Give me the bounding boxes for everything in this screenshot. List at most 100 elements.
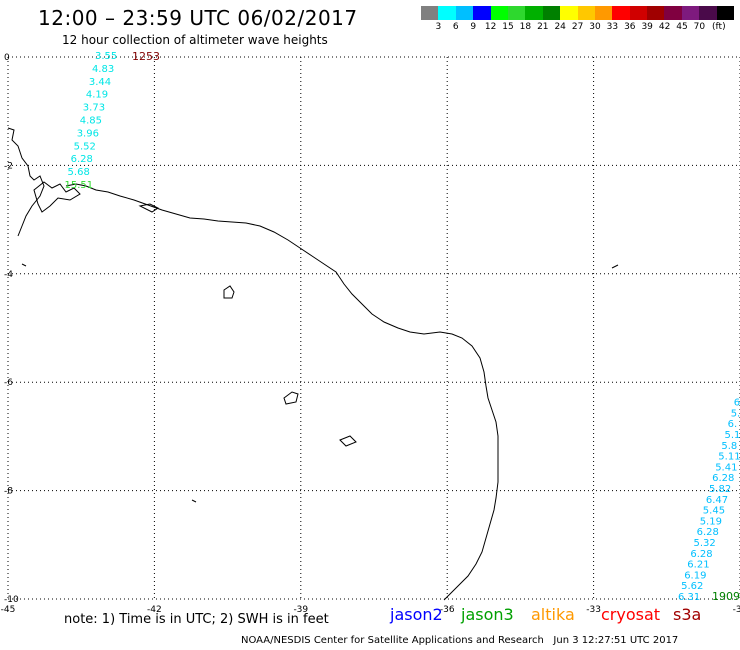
coast-segment [33, 181, 81, 213]
wave-height-value: 5.52 [74, 141, 96, 152]
lat-tick-label: -4 [4, 270, 13, 280]
lon-tick-label: -33 [586, 605, 601, 615]
legend-label: 42 [658, 22, 671, 32]
legend-label: 27 [571, 22, 584, 32]
legend-label: 15 [502, 22, 514, 32]
legend-label: 24 [554, 22, 566, 32]
legend-swatch [647, 6, 665, 20]
island-shape [339, 435, 357, 447]
wave-height-value: 5.62 [681, 581, 703, 592]
legend-swatch [455, 6, 474, 20]
wave-height-value: 6. [728, 419, 738, 430]
wave-height-value: 3.44 [89, 77, 111, 88]
legend-label: 6 [452, 22, 459, 32]
wave-height-value: 5. [731, 408, 740, 419]
axis-tick-labels: -45 -42 -39 -36 -33 -30 0 -2 -4 -6 -8 -10 [1, 53, 740, 615]
lon-tick-label: -45 [1, 605, 16, 615]
legend-label: 30 [589, 22, 601, 32]
legend-swatch [490, 6, 508, 20]
island-shape [21, 263, 27, 267]
legend-swatch [577, 6, 595, 20]
legend-label: 33 [606, 22, 619, 32]
wave-height-value: 5.68 [68, 167, 90, 178]
legend-swatch [664, 6, 682, 20]
wave-height-value: 4.85 [80, 116, 102, 127]
wave-height-value: 6.19 [684, 570, 706, 581]
footer-credit: NOAA/NESDIS Center for Satellite Applica… [241, 635, 678, 646]
wave-height-value: 6.28 [71, 154, 93, 165]
wave-height-color-legend [421, 6, 735, 20]
satellite-name: jason3 [461, 605, 514, 624]
legend-swatch [542, 6, 561, 20]
lat-tick-label: -2 [4, 161, 13, 171]
wave-height-value: 3.96 [77, 128, 99, 139]
wave-height-value: 15.51 [65, 180, 94, 191]
wave-height-value: 4.19 [86, 90, 108, 101]
satellite-name: cryosat [601, 605, 661, 624]
wave-height-value: 6 [734, 398, 740, 409]
island-shape [611, 264, 619, 269]
legend-swatch [507, 6, 526, 20]
lat-tick-label: -6 [4, 378, 13, 388]
lon-tick-label: -42 [147, 605, 162, 615]
coast-segment [65, 183, 499, 601]
altimeter-tracks: 1253 3.55 4.83 3.44 4.19 3.73 4.853.96 5.52 6.28… [65, 50, 740, 603]
legend-swatch [473, 6, 491, 20]
satellite-name: jason2 [390, 605, 443, 624]
wave-height-value: 5.41 [715, 462, 737, 473]
map-note: note: 1) Time is in UTC; 2) SWH is in fe… [64, 612, 329, 627]
legend-swatch [681, 6, 700, 20]
coast-segment [7, 127, 45, 237]
generated-timestamp: Jun 3 12:27:51 UTC 2017 [553, 635, 679, 646]
wave-height-value: 5.32 [694, 538, 716, 549]
legend-label: 9 [470, 22, 477, 32]
legend-label: 36 [624, 22, 636, 32]
legend-swatch [525, 6, 543, 20]
lon-tick-label: -39 [293, 605, 308, 615]
lat-tick-label: -8 [4, 487, 13, 497]
satellite-name: altika [531, 605, 575, 624]
satellite-name: s3a [673, 605, 702, 624]
legend-swatch [438, 6, 456, 20]
lon-tick-label: -30 [733, 605, 740, 615]
lat-tick-label: -10 [4, 595, 19, 605]
wave-height-value: 5.1 [725, 430, 740, 441]
legend-label: 45 [676, 22, 688, 32]
coastline [7, 127, 619, 601]
credit-text: NOAA/NESDIS Center for Satellite Applica… [241, 635, 544, 646]
island-shape [283, 391, 299, 405]
legend-unit: (ft) [712, 22, 726, 32]
legend-label: 12 [484, 22, 497, 32]
legend-swatch [716, 6, 735, 20]
legend-swatch [699, 6, 717, 20]
wave-height-value: 5.45 [703, 506, 725, 517]
island-shape [191, 499, 197, 503]
graticule [7, 56, 740, 600]
legend-swatch [612, 6, 630, 20]
legend-swatch [421, 6, 439, 20]
wave-height-value: 5.19 [700, 516, 722, 527]
wave-height-value: 6.28 [712, 473, 734, 484]
map-subtitle: 12 hour collection of altimeter wave hei… [62, 33, 328, 47]
legend-swatch [594, 6, 613, 20]
wave-height-value: 6.31 [678, 592, 700, 603]
legend-swatch [560, 6, 578, 20]
wave-height-value: 5.8 [721, 441, 737, 452]
map-title: 12:00 – 23:59 UTC 06/02/2017 [38, 6, 358, 30]
wave-height-value: 3.55 [95, 51, 117, 62]
wave-height-value: 5.82 [709, 484, 731, 495]
lat-tick-label: 0 [4, 53, 10, 63]
legend-label: 21 [537, 22, 549, 32]
wave-height-value: 4.83 [92, 64, 114, 75]
track-time-label: 1253 [132, 50, 160, 63]
legend-label: 18 [519, 22, 532, 32]
legend-label: 3 [435, 22, 442, 32]
wave-height-value: 6.28 [690, 549, 712, 560]
track-time-label: 1909 [712, 590, 740, 603]
wave-height-value: 6.21 [687, 560, 709, 571]
legend-label: 39 [641, 22, 653, 32]
wave-height-value: 6.28 [697, 527, 719, 538]
wave-height-value: 3.73 [83, 103, 105, 114]
island-shape [138, 203, 159, 213]
